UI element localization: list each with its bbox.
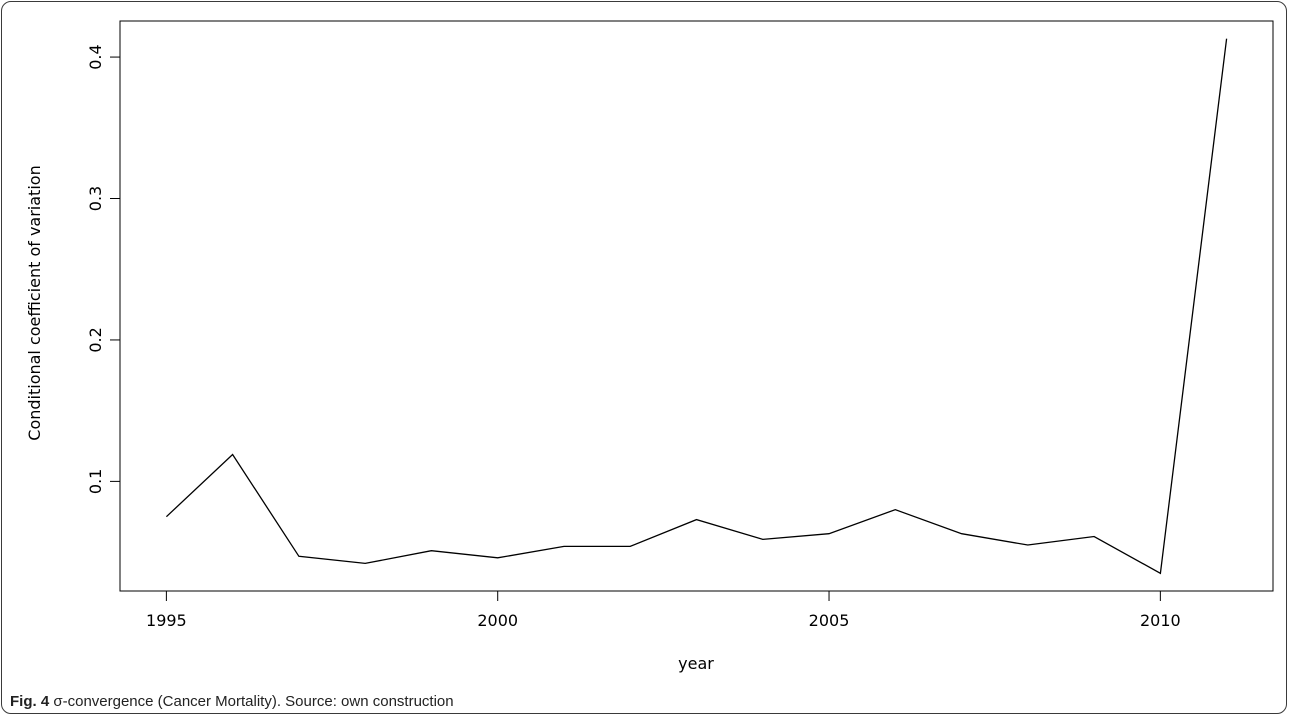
x-tick-label: 2005 (809, 611, 850, 630)
plot-area-border (119, 20, 1274, 592)
x-tick-label: 2010 (1140, 611, 1181, 630)
x-axis-title: year (678, 654, 714, 673)
y-axis: 0.1 0.2 0.3 0.4 (86, 44, 121, 494)
y-tick-label: 0.2 (86, 327, 105, 352)
y-axis-title: Conditional coefficient of variation (25, 165, 44, 440)
figure-caption-text: σ-convergence (Cancer Mortality). Source… (53, 693, 454, 710)
x-tick-label: 2000 (477, 611, 518, 630)
y-tick-label: 0.1 (86, 469, 105, 494)
y-tick-label: 0.4 (86, 44, 105, 69)
x-axis: 1995 2000 2005 2010 (146, 590, 1181, 630)
series-layer (165, 38, 1228, 575)
y-tick-label: 0.3 (86, 186, 105, 211)
line-chart: 1995 2000 2005 2010 0.1 0.2 0.3 0.4 year Condi… (25, 20, 1274, 673)
series-line (165, 38, 1228, 575)
x-tick-label: 1995 (146, 611, 187, 630)
figure-caption: Fig. 4 σ-convergence (Cancer Mortality).… (10, 693, 454, 710)
figure-label: Fig. 4 (10, 693, 50, 710)
